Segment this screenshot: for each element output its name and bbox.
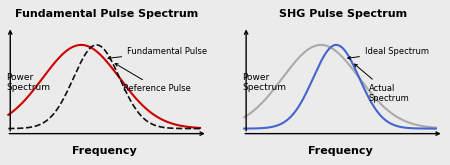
Text: Frequency: Frequency xyxy=(308,146,373,156)
Title: SHG Pulse Spectrum: SHG Pulse Spectrum xyxy=(279,9,407,19)
Title: Fundamental Pulse Spectrum: Fundamental Pulse Spectrum xyxy=(15,9,199,19)
Text: Ideal Spectrum: Ideal Spectrum xyxy=(348,47,429,59)
Text: Frequency: Frequency xyxy=(72,146,136,156)
Text: Power
Spectrum: Power Spectrum xyxy=(242,73,286,92)
Text: Reference Pulse: Reference Pulse xyxy=(115,64,191,93)
Text: Actual
Spectrum: Actual Spectrum xyxy=(355,64,410,103)
Text: Fundamental Pulse: Fundamental Pulse xyxy=(108,47,207,59)
Text: Power
Spectrum: Power Spectrum xyxy=(6,73,50,92)
